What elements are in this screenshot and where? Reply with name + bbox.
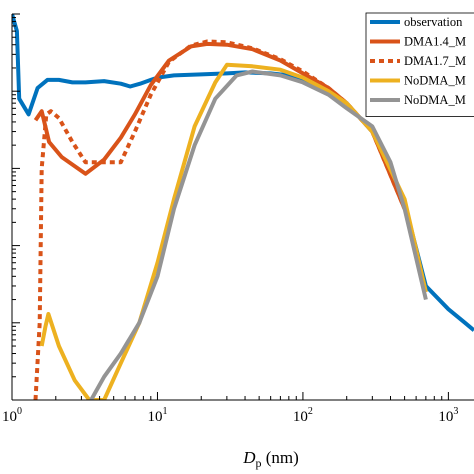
x-tick-label: 102: [293, 406, 313, 425]
series-line-1: [33, 41, 407, 210]
series-line-4: [89, 69, 428, 400]
series-line-3: [39, 62, 428, 400]
x-tick-label: 103: [438, 406, 458, 425]
axis-labels: 100 101 102 103 Dp (nm): [2, 406, 458, 470]
axes: [11, 13, 474, 401]
legend-label-3: NoDMA_M: [404, 74, 466, 88]
legend-label-2: DMA1.7_M: [404, 54, 466, 68]
x-axis-label: Dp (nm): [242, 448, 299, 470]
legend-label-4: NoDMA_M: [404, 93, 466, 107]
series-lines: [12, 14, 474, 400]
series-line-2: [33, 39, 407, 400]
legend-label-0: observation: [404, 15, 463, 29]
legend-label-1: DMA1.4_M: [404, 35, 466, 49]
x-tick-label: 101: [147, 406, 167, 425]
x-tick-label: 100: [2, 406, 22, 425]
legend: observation DMA1.4_M DMA1.7_M NoDMA_M NoDMA_…: [365, 12, 474, 117]
